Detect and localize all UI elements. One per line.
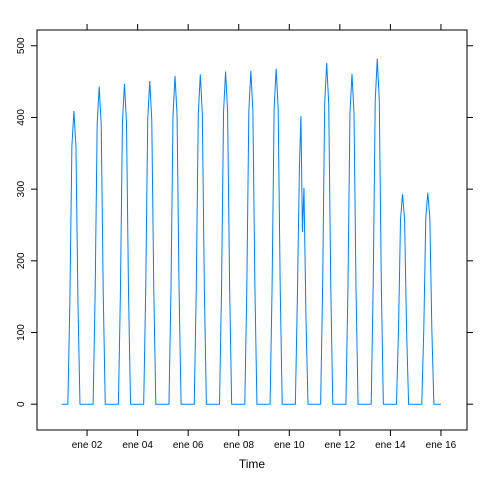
x-tick-label: ene 10 [274, 440, 305, 451]
y-tick-label: 400 [16, 109, 27, 126]
x-tick-label: ene 12 [325, 440, 356, 451]
y-tick-label: 200 [16, 252, 27, 269]
data-line [61, 58, 441, 405]
plot-frame [36, 29, 468, 431]
y-tick-label: 300 [16, 180, 27, 197]
x-tick-label: ene 06 [173, 440, 204, 451]
y-tick-label: 0 [16, 401, 27, 407]
y-tick-label: 100 [16, 324, 27, 341]
x-tick-label: ene 08 [223, 440, 254, 451]
y-tick-label: 500 [16, 37, 27, 54]
x-tick-label: ene 04 [122, 440, 153, 451]
x-tick-label: ene 14 [375, 440, 406, 451]
x-tick-label: ene 16 [426, 440, 457, 451]
x-axis-label: Time [239, 457, 266, 471]
x-tick-label: ene 02 [72, 440, 103, 451]
